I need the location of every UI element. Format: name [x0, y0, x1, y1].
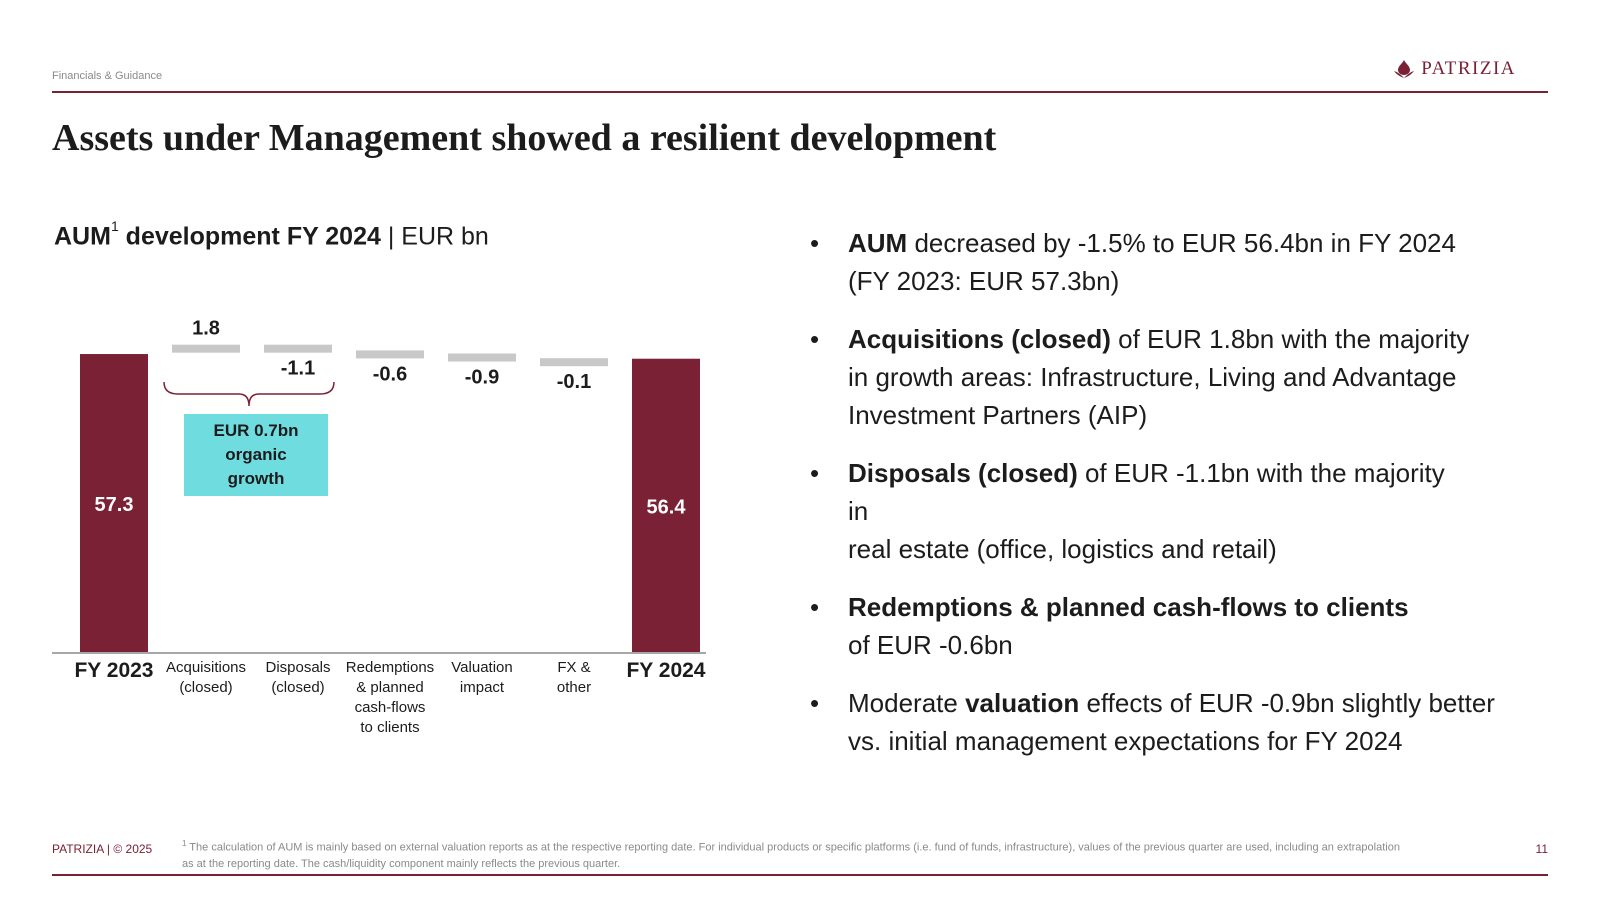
category-label-3-line-0: Redemptions [345, 659, 435, 676]
bar-1 [172, 344, 240, 353]
bar-2 [264, 344, 332, 353]
aum-waterfall-chart: 57.3 1.8 -1.1 -0.6 -0.9 -0.1 56.4 [52, 318, 706, 654]
footnote: 1 The calculation of AUM is mainly based… [182, 836, 1402, 872]
bar-value-label-5: -0.1 [557, 371, 591, 393]
category-label-3-line-1: & planned [356, 679, 424, 696]
bar-value-label-2: -1.1 [281, 358, 315, 380]
bullet-text-2: Disposals (closed) of EUR -1.1bn with th… [848, 454, 1538, 568]
bullet-keyword: AUM [848, 228, 908, 258]
bullet-item-4: • Moderate valuation effects of EUR -0.9b… [808, 684, 1538, 760]
bullet-item-0: • AUM decreased by -1.5% to EUR 56.4bn in… [808, 224, 1538, 300]
bullet-line: vs. initial management expectations for … [848, 726, 1403, 756]
bar-4 [448, 353, 516, 362]
category-label-2: Disposals (closed) [248, 658, 348, 698]
category-label-3: Redemptions & planned cash-flows to clients [340, 658, 440, 738]
flame-logo-icon [1394, 60, 1415, 78]
category-label-1-line-0: Acquisitions [165, 659, 247, 676]
category-label-2-line-1: (closed) [271, 679, 325, 696]
bar-value-label-3: -0.6 [373, 363, 407, 385]
section-label: Financials & Guidance [52, 70, 163, 82]
footer-divider [52, 874, 1548, 876]
page-number: 11 [1535, 842, 1548, 856]
bullet-item-3: • Redemptions & planned cash-flows to cli… [808, 588, 1538, 664]
bullet-item-1: • Acquisitions (closed) of EUR 1.8bn with… [808, 320, 1538, 434]
callout-line-0: EUR 0.7bn [213, 421, 299, 440]
bullet-line-first: Moderate valuation effects of EUR -0.9bn… [848, 688, 1495, 718]
bullet-line: in growth areas: Infrastructure, Living … [848, 362, 1457, 392]
bullet-dot-icon: • [810, 324, 820, 354]
footer-copyright: PATRIZIA | © 2025 [52, 842, 153, 856]
bullet-line: in [848, 496, 869, 526]
category-label-5-line-1: other [556, 679, 592, 696]
organic-growth-callout: EUR 0.7bn organic growth [184, 414, 328, 496]
bullet-keyword: Disposals (closed) [848, 458, 1078, 488]
organic-growth-brace [163, 381, 335, 407]
header-divider [52, 91, 1548, 93]
bullet-dot-icon: • [810, 458, 820, 488]
bullet-keyword: Redemptions & planned cash-flows to clie… [848, 592, 1409, 622]
chart-heading: AUM1 development FY 2024 | EUR bn [54, 218, 489, 251]
category-label-4-line-1: impact [459, 679, 505, 696]
category-label-3-line-3: to clients [360, 719, 420, 736]
chart-heading-rest: development FY 2024 [118, 222, 381, 251]
chart-heading-bold: AUM [54, 222, 111, 251]
category-label-1-line-1: (closed) [179, 679, 233, 696]
footnote-ref: 1 [182, 839, 187, 848]
category-label-3-line-2: cash-flows [354, 699, 426, 716]
bullet-dot-icon: • [810, 688, 820, 718]
category-label-0: FY 2023 [64, 660, 164, 682]
bullet-dot-icon: • [810, 228, 820, 258]
category-label-0-line-0: FY 2023 [74, 659, 154, 682]
bullet-line: real estate (office, logistics and retai… [848, 534, 1277, 564]
category-label-6-line-0: FY 2024 [626, 659, 706, 682]
chart-heading-unit: | EUR bn [387, 222, 489, 251]
bullet-line-first: Disposals (closed) of EUR -1.1bn with th… [848, 458, 1445, 488]
bullet-keyword: valuation [965, 688, 1080, 718]
bullet-text-1: Acquisitions (closed) of EUR 1.8bn with … [848, 320, 1538, 434]
category-label-5-line-0: FX & [557, 659, 591, 676]
category-label-2-line-0: Disposals [265, 659, 331, 676]
bar-3 [356, 350, 424, 359]
category-label-6: FY 2024 [616, 660, 716, 682]
chart-heading-footnote-ref: 1 [110, 218, 119, 234]
bar-6 [632, 358, 700, 652]
bar-value-label-6: 56.4 [647, 496, 687, 518]
logo-text: PATRIZIA [1421, 58, 1516, 79]
bullet-text-3: Redemptions & planned cash-flows to clie… [848, 588, 1538, 664]
category-label-4-line-0: Valuation [451, 659, 513, 676]
bar-value-label-4: -0.9 [465, 367, 499, 389]
category-label-1: Acquisitions (closed) [156, 658, 256, 698]
patrizia-logo: PATRIZIA [1393, 58, 1516, 80]
bar-5 [540, 358, 608, 367]
bullet-line-first: AUM decreased by -1.5% to EUR 56.4bn in … [848, 228, 1456, 258]
bullet-text-4: Moderate valuation effects of EUR -0.9bn… [848, 684, 1538, 760]
callout-line-2: growth [227, 469, 285, 488]
page-title: Assets under Management showed a resilie… [52, 117, 997, 159]
bullet-text-0: AUM decreased by -1.5% to EUR 56.4bn in … [848, 224, 1538, 300]
bullet-line-first: Redemptions & planned cash-flows to clie… [848, 588, 1538, 626]
callout-line-1: organic [225, 445, 287, 464]
category-label-5: FX & other [524, 658, 624, 698]
bar-value-label-0: 57.3 [95, 494, 134, 516]
footnote-text: The calculation of AUM is mainly based o… [182, 841, 1400, 870]
bar-0 [80, 354, 148, 652]
bullet-line-first: Acquisitions (closed) of EUR 1.8bn with … [848, 324, 1470, 354]
bullet-line: Investment Partners (AIP) [848, 400, 1148, 430]
bullet-keyword: Acquisitions (closed) [848, 324, 1111, 354]
bullet-item-2: • Disposals (closed) of EUR -1.1bn with t… [808, 454, 1538, 568]
bullet-line: (FY 2023: EUR 57.3bn) [848, 266, 1120, 296]
category-label-4: Valuation impact [432, 658, 532, 698]
bar-value-label-1: 1.8 [192, 318, 220, 340]
bullet-dot-icon: • [810, 592, 820, 622]
bullet-line: of EUR -0.6bn [848, 630, 1013, 660]
bullet-list: • AUM decreased by -1.5% to EUR 56.4bn in… [808, 224, 1538, 780]
